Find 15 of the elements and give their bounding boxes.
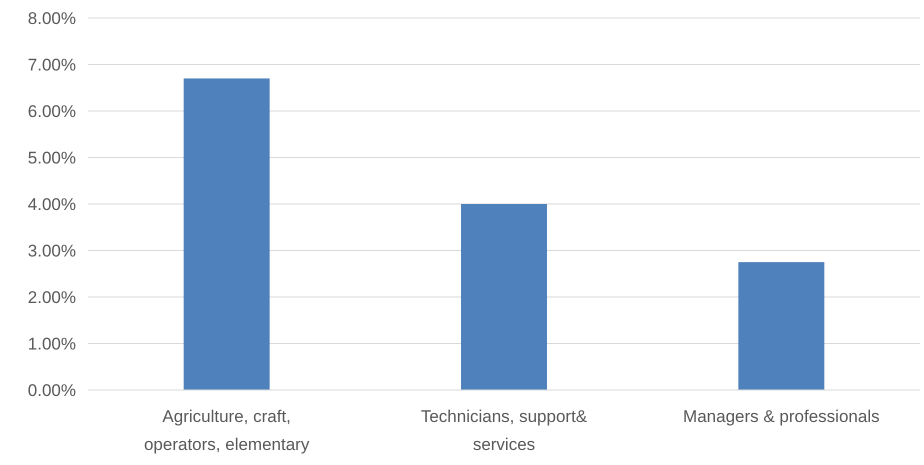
y-tick-label: 8.00% [28, 8, 76, 28]
y-tick-label: 1.00% [28, 334, 76, 354]
bar [461, 204, 547, 390]
y-tick-label: 6.00% [28, 102, 76, 121]
x-tick-label: Technicians, support& services [420, 407, 588, 454]
x-tick-label: Managers & professionals [683, 407, 880, 426]
bar [738, 262, 824, 390]
y-tick-label: 5.00% [28, 148, 76, 168]
y-tick-label: 0.00% [28, 380, 76, 400]
bar [184, 78, 270, 390]
x-tick-label: Agriculture, craft, operators, elementary [144, 407, 310, 454]
y-tick-label: 7.00% [28, 55, 76, 74]
y-tick-label: 4.00% [28, 194, 76, 214]
y-tick-label: 2.00% [28, 288, 76, 307]
y-tick-label: 3.00% [28, 241, 76, 260]
